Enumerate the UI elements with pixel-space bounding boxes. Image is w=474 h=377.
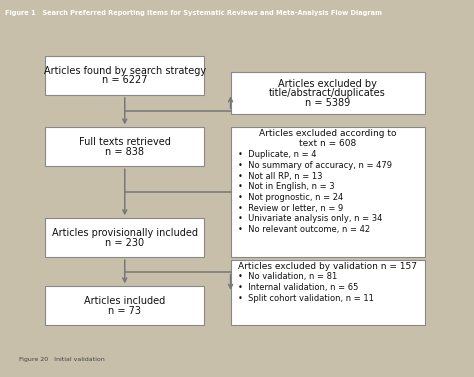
Text: n = 230: n = 230 xyxy=(105,238,144,248)
Text: •  Not in English, n = 3: • Not in English, n = 3 xyxy=(238,182,335,191)
Text: •  No validation, n = 81: • No validation, n = 81 xyxy=(238,273,338,281)
Text: •  Not prognostic, n = 24: • Not prognostic, n = 24 xyxy=(238,193,344,202)
Text: Articles found by search strategy: Articles found by search strategy xyxy=(44,66,206,76)
Text: Articles excluded by validation n = 157: Articles excluded by validation n = 157 xyxy=(238,262,417,271)
Text: Articles included: Articles included xyxy=(84,296,165,306)
Bar xyxy=(230,261,425,325)
Bar xyxy=(46,127,204,166)
Text: Articles provisionally included: Articles provisionally included xyxy=(52,228,198,238)
Bar xyxy=(46,56,204,95)
Text: n = 73: n = 73 xyxy=(108,306,141,316)
Text: n = 838: n = 838 xyxy=(105,147,144,157)
Text: Articles excluded by: Articles excluded by xyxy=(278,79,377,89)
Text: text n = 608: text n = 608 xyxy=(299,139,356,149)
Text: •  Split cohort validation, n = 11: • Split cohort validation, n = 11 xyxy=(238,294,374,303)
Text: Figure 1   Search Preferred Reporting Items for Systematic Reviews and Meta-Anal: Figure 1 Search Preferred Reporting Item… xyxy=(5,10,382,16)
Text: title/abstract/duplicates: title/abstract/duplicates xyxy=(269,88,386,98)
Text: Articles excluded according to: Articles excluded according to xyxy=(259,129,396,138)
Bar xyxy=(46,218,204,257)
Bar xyxy=(46,286,204,325)
Bar xyxy=(230,127,425,257)
Text: •  Duplicate, n = 4: • Duplicate, n = 4 xyxy=(238,150,317,159)
Text: Full texts retrieved: Full texts retrieved xyxy=(79,137,171,147)
Text: •  Not all RP, n = 13: • Not all RP, n = 13 xyxy=(238,172,323,181)
Text: •  No relevant outcome, n = 42: • No relevant outcome, n = 42 xyxy=(238,225,371,234)
Text: •  Univariate analysis only, n = 34: • Univariate analysis only, n = 34 xyxy=(238,215,383,223)
Text: n = 5389: n = 5389 xyxy=(305,98,350,108)
Bar xyxy=(230,72,425,115)
Text: •  No summary of accuracy, n = 479: • No summary of accuracy, n = 479 xyxy=(238,161,392,170)
Text: Figure 20   Initial validation: Figure 20 Initial validation xyxy=(19,357,105,362)
Text: n = 6227: n = 6227 xyxy=(102,75,147,86)
Text: •  Internal validation, n = 65: • Internal validation, n = 65 xyxy=(238,283,359,292)
Text: •  Review or letter, n = 9: • Review or letter, n = 9 xyxy=(238,204,344,213)
